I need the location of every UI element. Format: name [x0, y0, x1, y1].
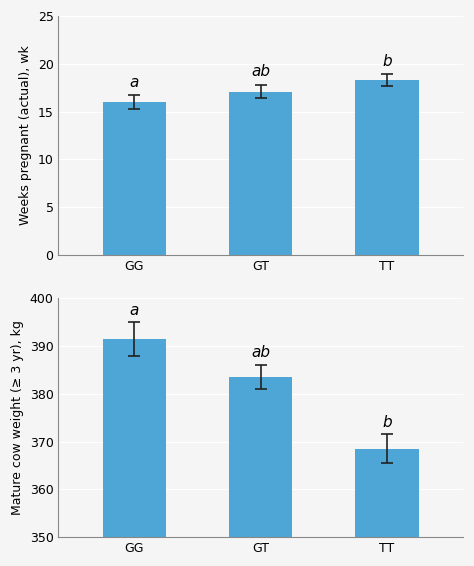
Bar	[356, 80, 419, 255]
Text: ab: ab	[251, 345, 270, 361]
Text: a: a	[129, 75, 139, 89]
Text: a: a	[129, 302, 139, 318]
Text: b: b	[382, 415, 392, 430]
Bar	[356, 449, 419, 537]
Text: b: b	[382, 54, 392, 68]
Text: ab: ab	[251, 64, 270, 79]
Y-axis label: Weeks pregnant (actual), wk: Weeks pregnant (actual), wk	[19, 45, 32, 225]
Bar	[229, 377, 292, 537]
Bar	[103, 339, 166, 537]
Y-axis label: Mature cow weight (≥ 3 yr), kg: Mature cow weight (≥ 3 yr), kg	[11, 320, 24, 515]
Bar	[229, 92, 292, 255]
Bar	[103, 102, 166, 255]
